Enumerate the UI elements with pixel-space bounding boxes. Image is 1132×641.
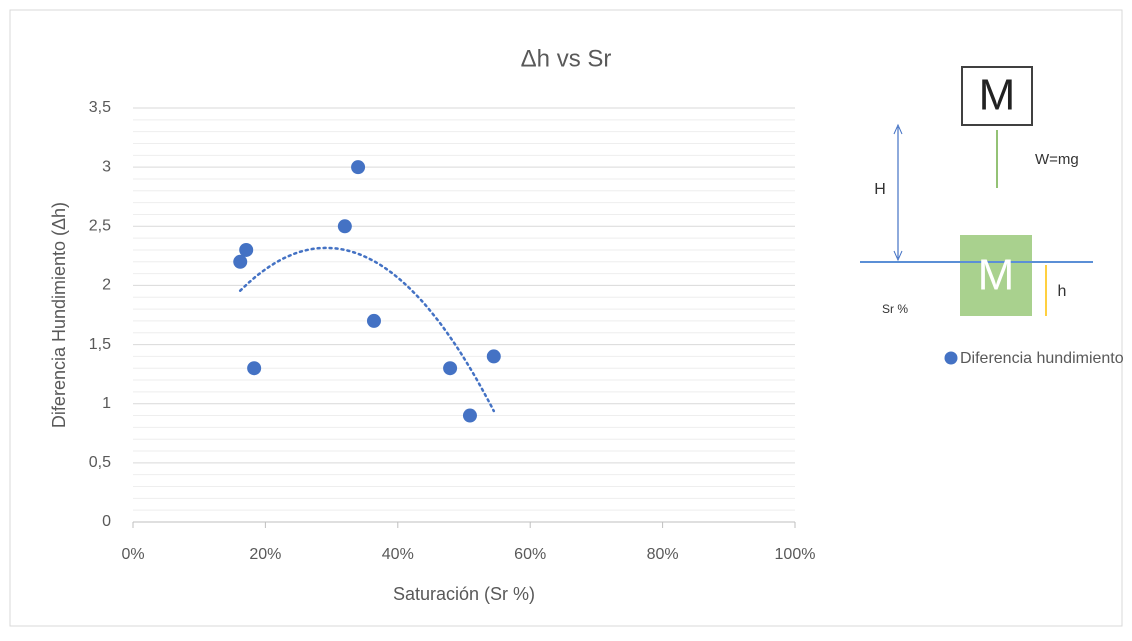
x-tick-label: 80% xyxy=(647,546,679,563)
chart-title: Δh vs Sr xyxy=(521,45,612,72)
bottom-block xyxy=(960,235,1032,316)
y-tick-label: 2 xyxy=(102,277,111,294)
legend-marker xyxy=(944,351,958,365)
point xyxy=(486,349,501,364)
y-tick-label: 0 xyxy=(102,513,111,530)
top-block-label: M xyxy=(979,71,1016,120)
weight-label: W=mg xyxy=(1035,151,1079,168)
x-tick-label: 40% xyxy=(382,546,414,563)
trendline xyxy=(238,246,496,413)
point xyxy=(239,242,254,257)
x-tick-label: 20% xyxy=(249,546,281,563)
y-tick-label: 0,5 xyxy=(89,454,111,471)
sink-label: h xyxy=(1058,283,1067,300)
point xyxy=(337,219,352,234)
point xyxy=(462,408,477,423)
y-tick-label: 1,5 xyxy=(89,336,111,353)
x-tick-label: 0% xyxy=(121,546,144,563)
point xyxy=(443,361,458,376)
bottom-block-label: M xyxy=(978,251,1015,300)
top-block xyxy=(961,66,1033,126)
point xyxy=(366,313,381,328)
height-arrow-heads xyxy=(893,123,903,262)
point xyxy=(351,160,366,175)
y-tick-label: 1 xyxy=(102,395,111,412)
y-tick-label: 3 xyxy=(102,158,111,175)
x-tick-label: 100% xyxy=(775,546,816,563)
point xyxy=(247,361,262,376)
x-tick-label: 60% xyxy=(514,546,546,563)
y-axis-label: Diferencia Hundimiento (Δh) xyxy=(49,202,69,428)
y-tick-label: 2,5 xyxy=(89,218,111,235)
x-axis-label: Saturación (Sr %) xyxy=(393,584,535,604)
point xyxy=(233,254,248,269)
height-label: H xyxy=(874,181,886,198)
saturation-label: Sr % xyxy=(882,302,908,316)
diagram: M W=mg H M h Sr % xyxy=(860,66,1093,316)
legend-label: Diferencia hundimiento xyxy=(960,350,1124,367)
chart-border xyxy=(9,9,1123,627)
y-tick-label: 3,5 xyxy=(89,99,111,116)
